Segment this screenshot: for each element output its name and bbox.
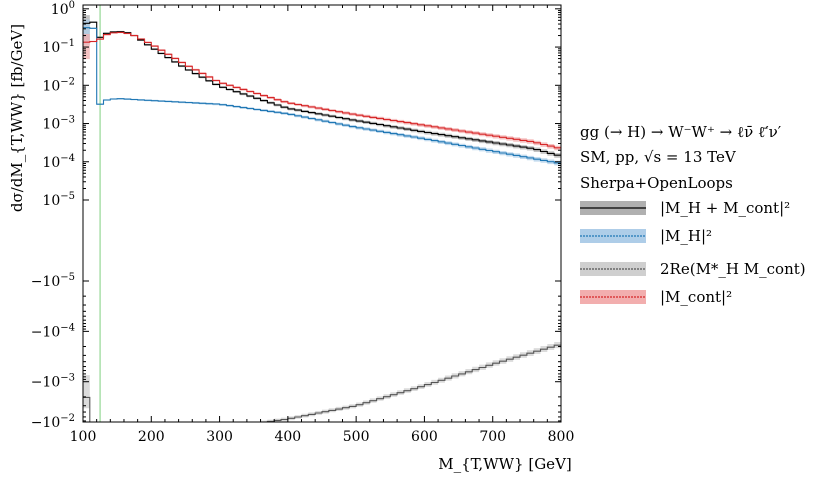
plot-frame bbox=[82, 4, 562, 423]
axis-ticks bbox=[82, 5, 562, 423]
series-band-2 bbox=[83, 342, 561, 422]
series-line-3 bbox=[83, 31, 561, 149]
x-tick-label: 300 bbox=[206, 429, 233, 445]
legend-entry-continuum: |M_cont|² bbox=[660, 288, 732, 306]
y-tick-label: −10−5 bbox=[31, 272, 75, 290]
y-tick-label: −10−3 bbox=[31, 373, 75, 391]
x-tick-label: 800 bbox=[548, 429, 575, 445]
y-tick-label: 10−4 bbox=[42, 153, 75, 171]
x-tick-label: 100 bbox=[70, 429, 97, 445]
y-tick-label: 10−1 bbox=[42, 38, 75, 56]
x-tick-label: 400 bbox=[274, 429, 301, 445]
y-axis-label: dσ/dM_{T,WW} [fb/GeV] bbox=[8, 24, 26, 212]
x-tick-label: 500 bbox=[343, 429, 370, 445]
legend-entry-higgs: |M_H|² bbox=[660, 227, 712, 245]
series-lines bbox=[83, 21, 561, 423]
x-tick-label: 200 bbox=[138, 429, 165, 445]
x-tick-label: 700 bbox=[479, 429, 506, 445]
legend-title-line-2: SM, pp, √s = 13 TeV bbox=[580, 148, 737, 166]
legend-title-line-1: gg (→ H) → W⁻W⁺ → ℓν̄ ℓ̄′ν′ bbox=[580, 123, 782, 141]
y-tick-label: −10−2 bbox=[31, 413, 75, 431]
x-tick-labels: 100 200 300 400 500 600 700 800 bbox=[70, 429, 575, 445]
series-band-0 bbox=[83, 15, 561, 158]
uncertainty-bands bbox=[83, 15, 561, 422]
y-tick-label: 10−3 bbox=[42, 115, 75, 133]
y-tick-label: −10−4 bbox=[31, 322, 75, 340]
legend-entry-total: |M_H + M_cont|² bbox=[660, 199, 790, 217]
x-axis-label: M_{T,WW} [GeV] bbox=[438, 455, 572, 473]
y-tick-label: 10−2 bbox=[42, 76, 75, 94]
series-line-1 bbox=[83, 27, 561, 164]
legend: gg (→ H) → W⁻W⁺ → ℓν̄ ℓ̄′ν′ SM, pp, √s =… bbox=[580, 123, 806, 306]
x-tick-label: 600 bbox=[411, 429, 438, 445]
y-tick-label: 100 bbox=[51, 0, 75, 18]
y-tick-label: 10−5 bbox=[42, 191, 75, 209]
legend-title-line-3: Sherpa+OpenLoops bbox=[580, 174, 733, 192]
legend-entry-interference: 2Re(M*_H M_cont) bbox=[660, 260, 806, 278]
y-tick-labels: 100 10−1 10−2 10−3 10−4 10−5 −10−5 −10−4 −10−3 −1… bbox=[31, 0, 75, 431]
